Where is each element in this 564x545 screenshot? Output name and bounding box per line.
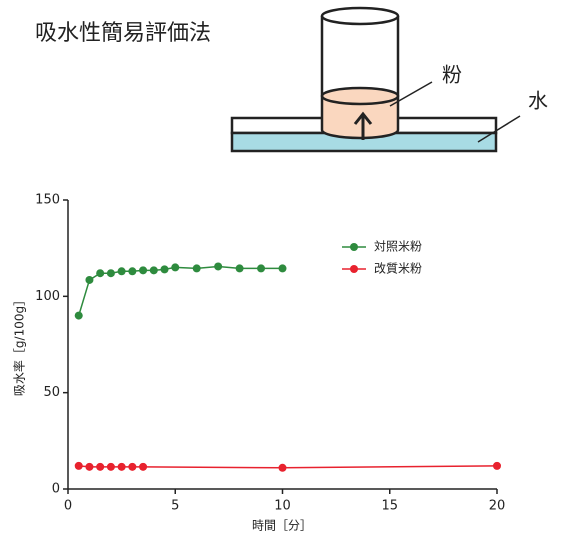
diagram-label: 粉 xyxy=(442,63,462,87)
diagram-label: 水 xyxy=(528,89,548,113)
y-tick-label: 50 xyxy=(43,385,60,400)
point xyxy=(161,265,169,273)
point xyxy=(118,267,126,275)
point xyxy=(279,264,287,272)
cylinder-top xyxy=(322,8,398,24)
y-tick-label: 100 xyxy=(35,289,60,304)
x-tick-label: 0 xyxy=(64,499,72,514)
legend-label: 改質米粉 xyxy=(374,261,422,276)
point xyxy=(118,463,126,471)
y-tick-label: 150 xyxy=(35,193,60,208)
x-tick-label: 15 xyxy=(381,499,398,514)
point xyxy=(171,263,179,271)
point xyxy=(85,276,93,284)
x-axis-label: 時間［分］ xyxy=(252,519,312,533)
point xyxy=(85,463,93,471)
point xyxy=(107,269,115,277)
point xyxy=(236,264,244,272)
legend-marker xyxy=(350,243,358,251)
y-tick-label: 0 xyxy=(52,482,60,497)
page: 吸水性簡易評価法 粉 水 時間［分］ 吸水率［g/100g］ 050100150… xyxy=(0,0,564,545)
point xyxy=(75,312,83,320)
x-tick-label: 10 xyxy=(274,499,291,514)
point xyxy=(75,462,83,470)
page-title: 吸水性簡易評価法 xyxy=(35,21,211,46)
point xyxy=(128,463,136,471)
x-tick-label: 5 xyxy=(171,499,179,514)
point xyxy=(493,462,501,470)
legend-label: 対照米粉 xyxy=(374,240,422,254)
point xyxy=(128,267,136,275)
point xyxy=(193,264,201,272)
diagram xyxy=(232,8,520,151)
point xyxy=(96,269,104,277)
point xyxy=(257,264,265,272)
legend-marker xyxy=(350,265,358,273)
point xyxy=(214,262,222,270)
point xyxy=(96,463,104,471)
point xyxy=(139,463,147,471)
point xyxy=(279,464,287,472)
point xyxy=(139,266,147,274)
point xyxy=(107,463,115,471)
point xyxy=(150,266,158,274)
x-tick-label: 20 xyxy=(489,499,506,514)
powder-top xyxy=(322,88,398,104)
y-axis-label: 吸水率［g/100g］ xyxy=(12,294,27,396)
